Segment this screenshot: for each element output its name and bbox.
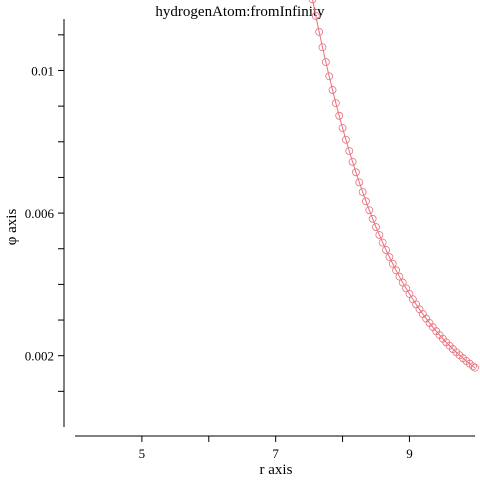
- data-point: [372, 223, 380, 231]
- data-point: [311, 12, 320, 20]
- data-point: [308, 0, 317, 4]
- chart-title: hydrogenAtom:fromInfinity: [155, 4, 325, 20]
- data-point: [382, 246, 390, 254]
- data-point: [352, 168, 360, 177]
- data-point: [395, 272, 404, 281]
- data-point: [338, 124, 347, 132]
- data-point: [378, 238, 387, 247]
- series-line: [312, 0, 476, 369]
- series-layer: [308, 0, 479, 372]
- y-tick-label: 0.01: [31, 63, 54, 78]
- data-point: [315, 27, 324, 36]
- data-point: [398, 278, 407, 287]
- data-point: [341, 135, 350, 144]
- data-point: [328, 86, 337, 94]
- y-tick-label: 0.002: [25, 349, 54, 364]
- x-tick-label: 5: [139, 446, 146, 461]
- data-point: [348, 157, 357, 166]
- data-point: [385, 253, 394, 261]
- y-axis-label: φ axis: [4, 209, 20, 246]
- data-point: [388, 259, 397, 268]
- data-point: [392, 266, 400, 275]
- data-point: [375, 231, 384, 239]
- x-tick-label: 9: [406, 446, 413, 461]
- data-point: [368, 214, 377, 223]
- data-point: [365, 206, 374, 215]
- y-tick-label: 0.006: [25, 206, 55, 221]
- data-point: [331, 99, 340, 108]
- data-point: [402, 284, 411, 293]
- x-tick-label: 7: [272, 446, 279, 461]
- data-point: [355, 178, 364, 187]
- data-point: [321, 58, 330, 66]
- data-point: [471, 363, 479, 372]
- data-point: [318, 43, 327, 52]
- data-point: [362, 197, 370, 206]
- data-point: [325, 72, 334, 81]
- data-point: [469, 362, 477, 371]
- x-axis-label: r axis: [260, 462, 293, 478]
- data-point: [335, 111, 344, 120]
- data-point: [345, 147, 354, 155]
- data-point: [358, 188, 367, 196]
- x-axis: 5 7 9: [75, 435, 475, 461]
- y-axis: 0.002 0.006 0.01: [25, 19, 65, 427]
